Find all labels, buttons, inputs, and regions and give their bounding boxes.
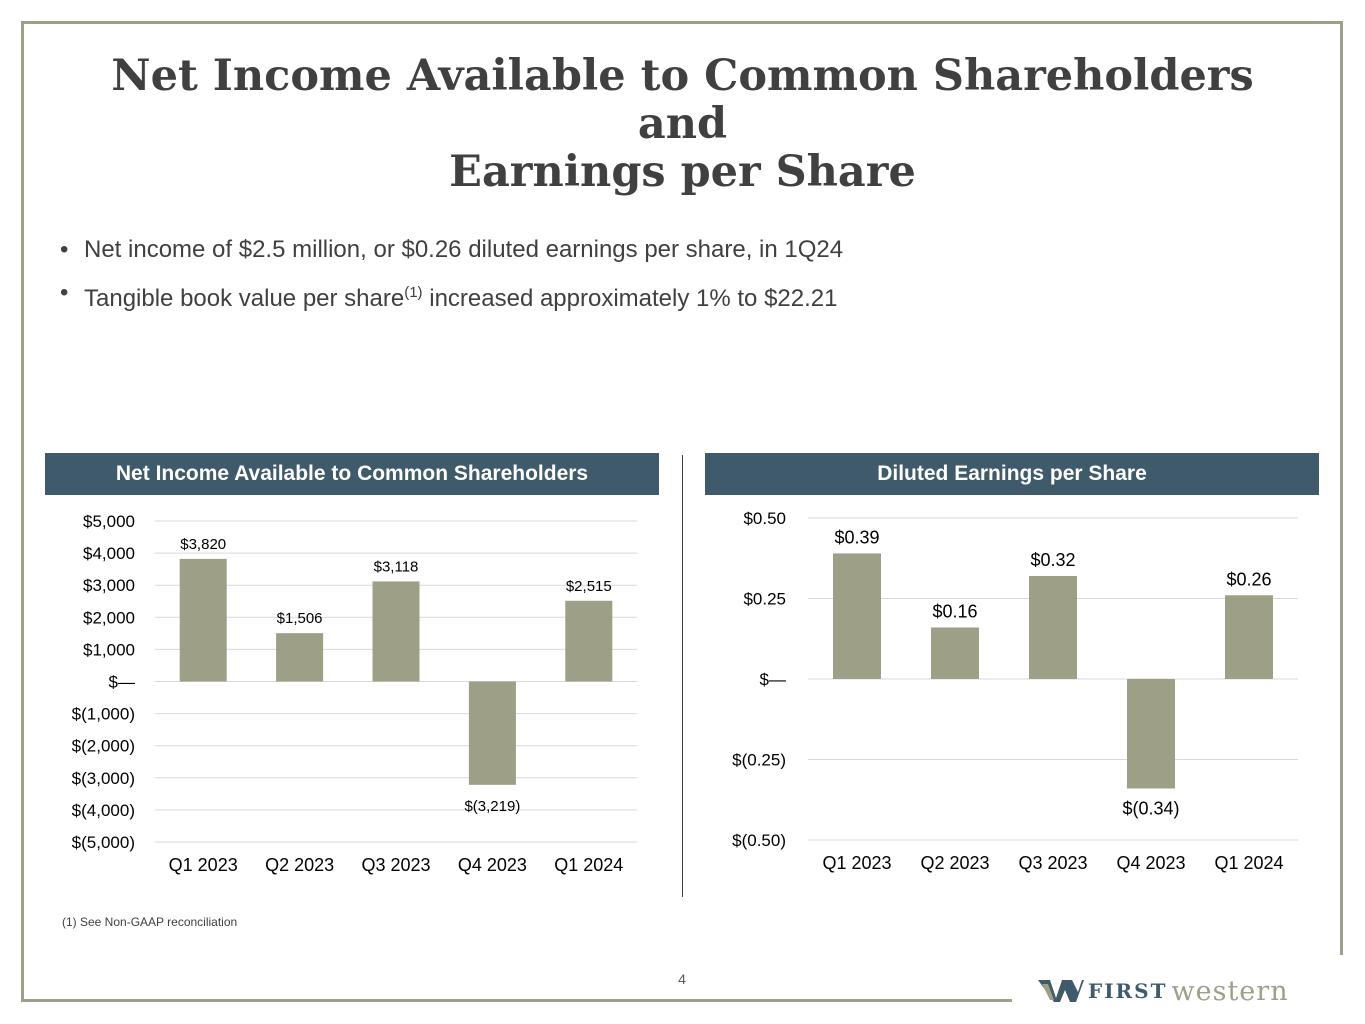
y-tick-label: $— (760, 670, 786, 689)
logo-w-icon (1038, 980, 1084, 1002)
y-tick-label: $3,000 (83, 576, 135, 595)
bar (1127, 679, 1175, 789)
slide-title: Net Income Available to Common Sharehold… (60, 52, 1305, 196)
eps-chart: $0.50 $0.25 $— $(0.25) $(0.50) $0.39 Q1 2023 $0… (705, 500, 1320, 890)
frame-left-border (21, 21, 24, 1002)
x-tick-label: Q4 2023 (1116, 853, 1185, 873)
y-tick-label: $(5,000) (72, 833, 135, 852)
logo-first-text: FIRST (1088, 979, 1168, 1003)
bar (276, 633, 324, 682)
eps-chart-header: Diluted Earnings per Share (705, 453, 1319, 495)
y-tick-label: $4,000 (83, 544, 135, 563)
y-tick-label: $(3,000) (72, 769, 135, 788)
bullet-item: • Tangible book value per share(1) incre… (60, 275, 1060, 318)
x-tick-label: Q1 2024 (1214, 853, 1283, 873)
slide-title-line1: Net Income Available to Common Sharehold… (111, 51, 1254, 149)
net-income-chart-header: Net Income Available to Common Sharehold… (45, 453, 659, 495)
frame-right-border (1340, 21, 1343, 955)
data-label: $0.39 (834, 527, 879, 547)
bar (372, 581, 420, 682)
y-tick-label: $2,000 (83, 608, 135, 627)
x-tick-label: Q1 2023 (822, 853, 891, 873)
bullet-list: • Net income of $2.5 million, or $0.26 d… (60, 232, 1060, 318)
y-tick-label: $(0.50) (732, 831, 786, 850)
panel-divider (682, 455, 683, 897)
bullet-text: Net income of $2.5 million, or $0.26 dil… (84, 236, 844, 263)
company-logo: FIRST western (1038, 975, 1289, 1007)
bar (1225, 595, 1273, 679)
y-tick-label: $(2,000) (72, 737, 135, 756)
bar (931, 627, 979, 679)
bullet-item: • Net income of $2.5 million, or $0.26 d… (60, 232, 1060, 275)
data-label: $1,506 (277, 610, 323, 627)
y-tick-label: $(4,000) (72, 801, 135, 820)
x-tick-label: Q1 2024 (554, 855, 623, 875)
y-tick-label: $5,000 (83, 512, 135, 531)
slide-title-line2: Earnings per Share (449, 147, 916, 197)
y-tick-label: $0.25 (743, 590, 786, 609)
data-label: $0.16 (932, 601, 977, 621)
bar (468, 681, 516, 785)
frame-top-border (21, 21, 1343, 24)
bar (565, 600, 613, 682)
y-tick-label: $(1,000) (72, 705, 135, 724)
x-tick-label: Q2 2023 (920, 853, 989, 873)
bullet-dot: • (60, 236, 69, 263)
bullet-text: Tangible book value per share (84, 285, 405, 312)
footnote: (1) See Non-GAAP reconciliation (62, 915, 238, 929)
bar (1029, 575, 1077, 679)
bar (833, 553, 881, 679)
net-income-chart: $5,000 $4,000 $3,000 $2,000 $1,000 $— $(1,000)… (45, 500, 660, 890)
x-tick-label: Q3 2023 (1018, 853, 1087, 873)
y-tick-label: $(0.25) (732, 751, 786, 770)
eps-chart-svg: $0.50 $0.25 $— $(0.25) $(0.50) $0.39 Q1 2023 $0… (732, 509, 1298, 873)
bar (179, 558, 227, 682)
bullet-text-continued: increased approximately 1% to $22.21 (422, 285, 838, 312)
x-tick-label: Q1 2023 (169, 855, 238, 875)
y-tick-label: $1,000 (83, 640, 135, 659)
data-label: $(3,219) (464, 798, 520, 815)
x-tick-label: Q2 2023 (265, 855, 334, 875)
bullet-dot: • (60, 279, 69, 306)
data-label: $0.26 (1226, 569, 1271, 589)
net-income-chart-svg: $5,000 $4,000 $3,000 $2,000 $1,000 $— $(1,000)… (72, 512, 637, 875)
y-tick-label: $0.50 (743, 509, 786, 528)
data-label: $3,820 (180, 536, 226, 553)
logo-western-text: western (1171, 975, 1289, 1007)
x-tick-label: Q4 2023 (458, 855, 527, 875)
frame-bottom-border (21, 999, 1012, 1002)
data-label: $(0.34) (1122, 798, 1179, 818)
y-tick-label: $— (109, 673, 135, 692)
footnote-marker: (1) (404, 284, 423, 301)
data-label: $2,515 (566, 578, 612, 595)
page-number: 4 (678, 971, 686, 987)
x-tick-label: Q3 2023 (361, 855, 430, 875)
data-label: $3,118 (374, 558, 419, 575)
data-label: $0.32 (1030, 550, 1075, 570)
